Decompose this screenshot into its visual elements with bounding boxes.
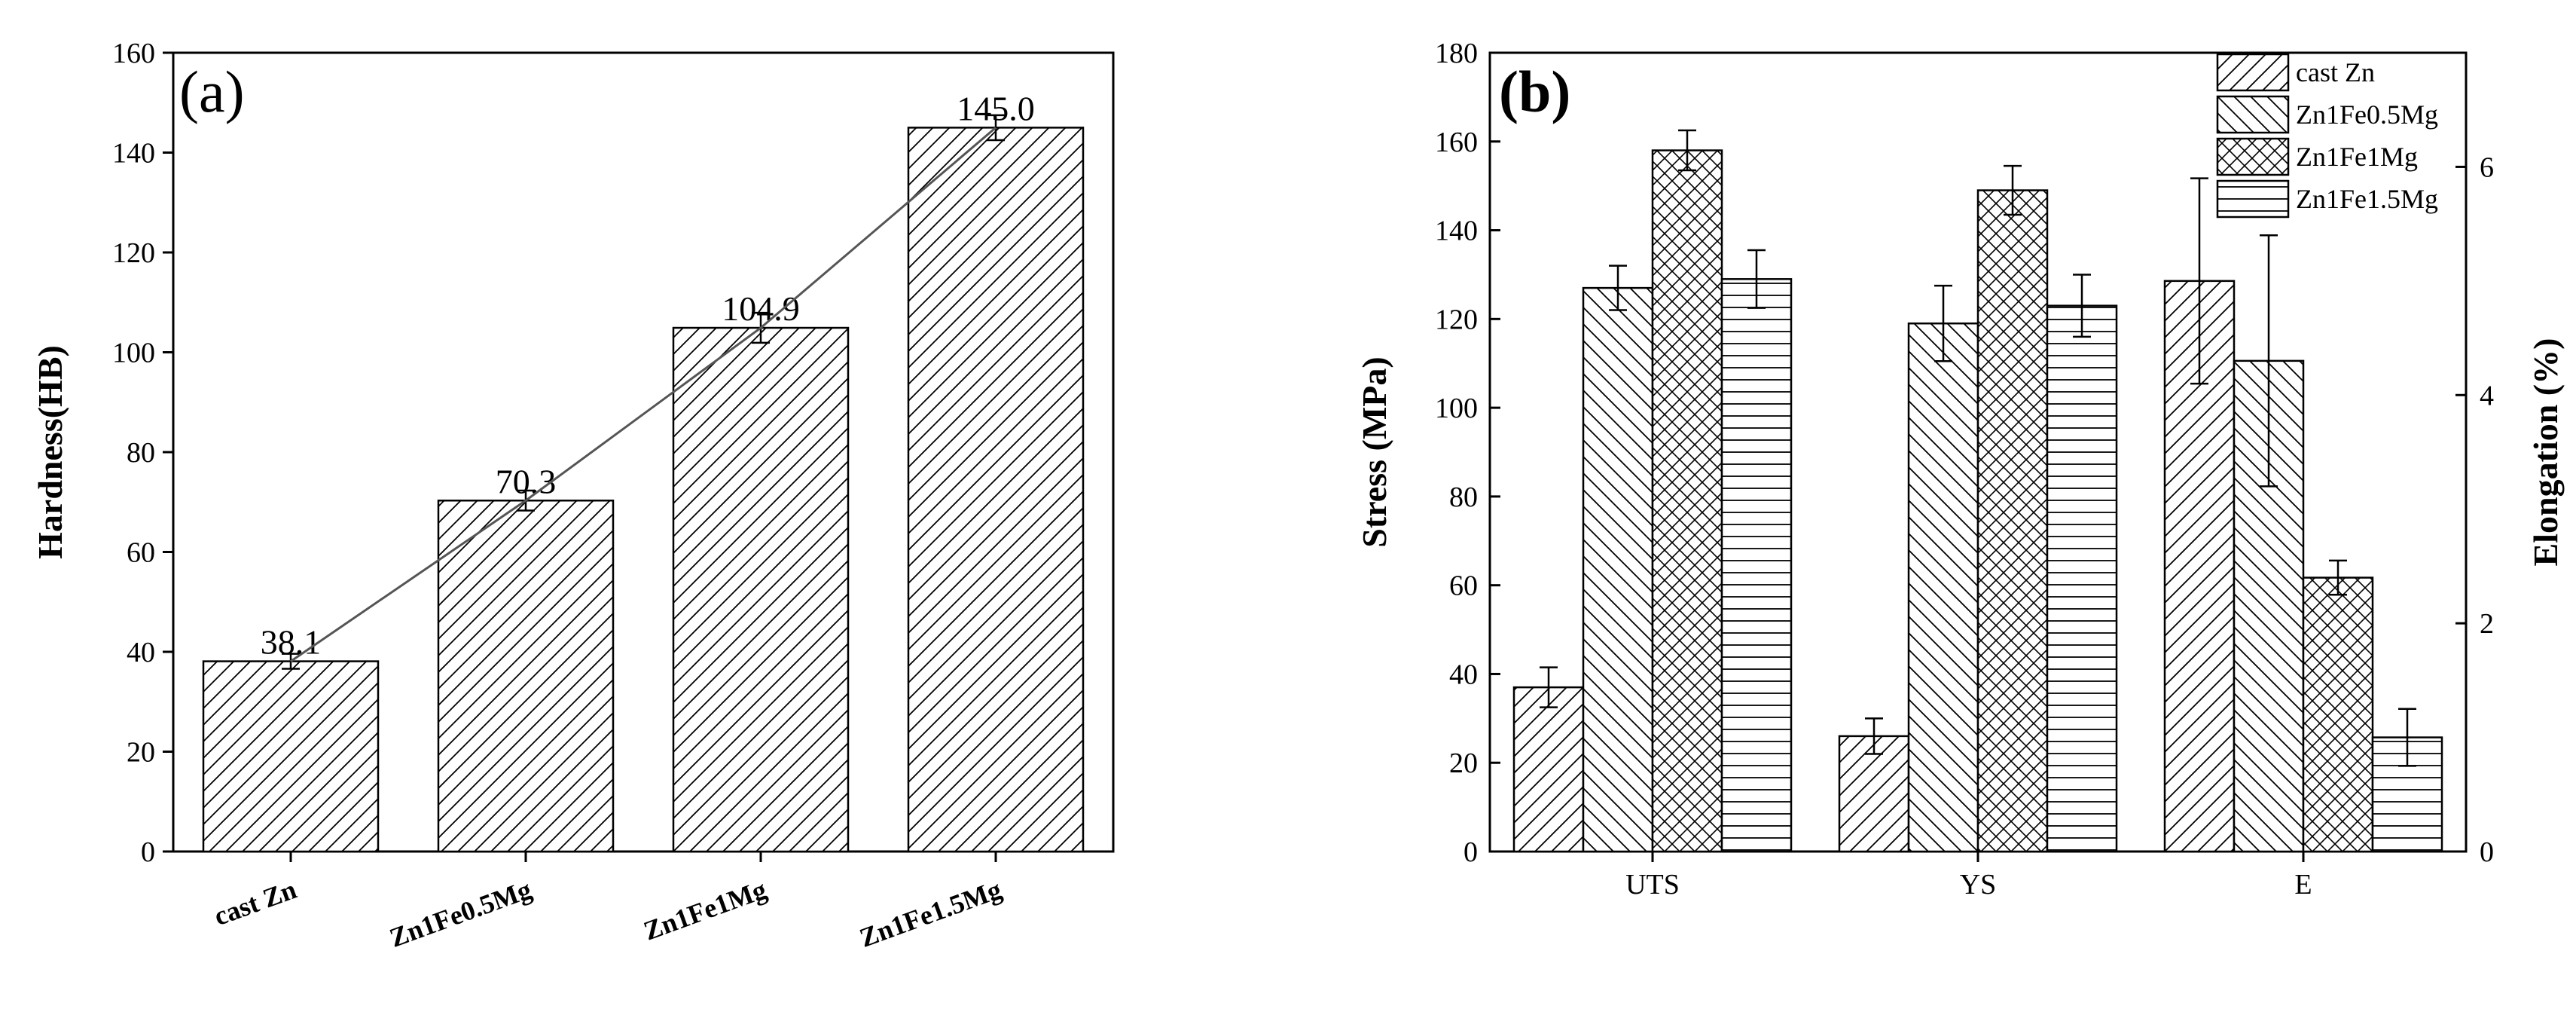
x-tick-label: UTS [1625, 869, 1680, 900]
y-tick-label: 100 [112, 338, 155, 369]
y-tick-label: 160 [1435, 127, 1478, 158]
y-tick-label: 80 [127, 437, 155, 469]
bar [1838, 735, 1910, 853]
bar [672, 326, 850, 853]
y-tick-label: 140 [112, 138, 155, 170]
bar [1512, 686, 1585, 853]
bar [1582, 286, 1654, 853]
x-axis-labels: UTS YS E [1625, 852, 2312, 900]
x-axis-labels: cast Zn Zn1Fe0.5Mg Zn1Fe1Mg Zn1Fe1.5Mg [210, 852, 1006, 953]
data-label: 70.3 [496, 462, 557, 500]
x-tick-label: cast Zn [210, 874, 301, 931]
bar [2046, 304, 2118, 853]
x-tick-label: YS [1960, 869, 1997, 900]
y-tick-label: 180 [1435, 38, 1478, 69]
y-tick-label: 0 [1463, 836, 1478, 868]
y-tick-label: 160 [112, 38, 155, 69]
y-tick-label: 0 [141, 836, 155, 868]
hardness-chart: 0 20 40 60 80 100 120 140 160 38.1 70.3 104.9 145.0… [31, 38, 1115, 953]
y2-tick-label: 2 [2480, 608, 2494, 640]
bar [437, 500, 615, 853]
tensile-chart: 0 20 40 60 80 100 120 140 160 180 0 2 4 6 UTS YS E cas… [1355, 38, 2565, 900]
y2-axis-label: Elongation (%) [2526, 338, 2565, 567]
y-tick-label: 120 [1435, 304, 1478, 335]
legend-swatch [2216, 179, 2290, 219]
legend-swatch [2216, 137, 2290, 176]
bars [1512, 129, 2443, 853]
y2-axis-ticks: 0 2 4 6 [2455, 151, 2494, 868]
y-tick-label: 100 [1435, 393, 1478, 424]
y-axis-ticks: 0 20 40 60 80 100 120 140 160 180 [1435, 38, 1500, 868]
y2-tick-label: 6 [2480, 151, 2494, 183]
bar [1720, 278, 1793, 853]
bars: 38.1 70.3 104.9 145.0 [202, 89, 1085, 853]
bar [2163, 280, 2236, 853]
bar [907, 127, 1085, 853]
legend-label: Zn1Fe1.5Mg [2296, 184, 2438, 214]
y-axis-label: Stress (MPa) [1355, 356, 1393, 547]
y-axis-ticks: 0 20 40 60 80 100 120 140 160 [112, 38, 173, 868]
panel-label: (a) [179, 59, 245, 124]
y-tick-label: 20 [1449, 748, 1478, 779]
x-tick-label: Zn1Fe1.5Mg [856, 874, 1006, 953]
y-tick-label: 40 [127, 637, 155, 668]
bar [1976, 189, 2049, 853]
data-label: 38.1 [261, 623, 322, 662]
y-tick-label: 20 [127, 737, 155, 769]
x-tick-label: Zn1Fe1Mg [639, 874, 770, 946]
x-tick-label: Zn1Fe0.5Mg [386, 874, 536, 953]
legend-label: Zn1Fe1Mg [2296, 142, 2418, 172]
legend-swatch [2216, 53, 2290, 92]
legend: cast Zn Zn1Fe0.5Mg Zn1Fe1Mg Zn1Fe1.5Mg [2216, 53, 2438, 219]
bar [1651, 149, 1723, 853]
y2-tick-label: 0 [2480, 836, 2494, 868]
bar [202, 660, 380, 853]
y-tick-label: 80 [1449, 482, 1478, 513]
trend-line-path [290, 127, 997, 662]
trend-line [290, 127, 997, 662]
x-tick-label: E [2294, 869, 2312, 900]
legend-label: cast Zn [2296, 57, 2375, 87]
legend-label: Zn1Fe0.5Mg [2296, 99, 2438, 130]
bar [2302, 576, 2374, 853]
data-label: 104.9 [722, 289, 800, 328]
y2-tick-label: 4 [2480, 380, 2494, 411]
y-tick-label: 60 [127, 537, 155, 569]
y-tick-label: 40 [1449, 659, 1478, 690]
panel-label: (b) [1499, 59, 1570, 124]
y-axis-label: Hardness(HB) [31, 345, 69, 559]
y-tick-label: 60 [1449, 570, 1478, 602]
legend-swatch [2216, 95, 2290, 134]
bar [1907, 322, 1979, 853]
data-label: 145.0 [957, 89, 1035, 127]
y-tick-label: 140 [1435, 216, 1478, 247]
y-tick-label: 120 [112, 237, 155, 269]
